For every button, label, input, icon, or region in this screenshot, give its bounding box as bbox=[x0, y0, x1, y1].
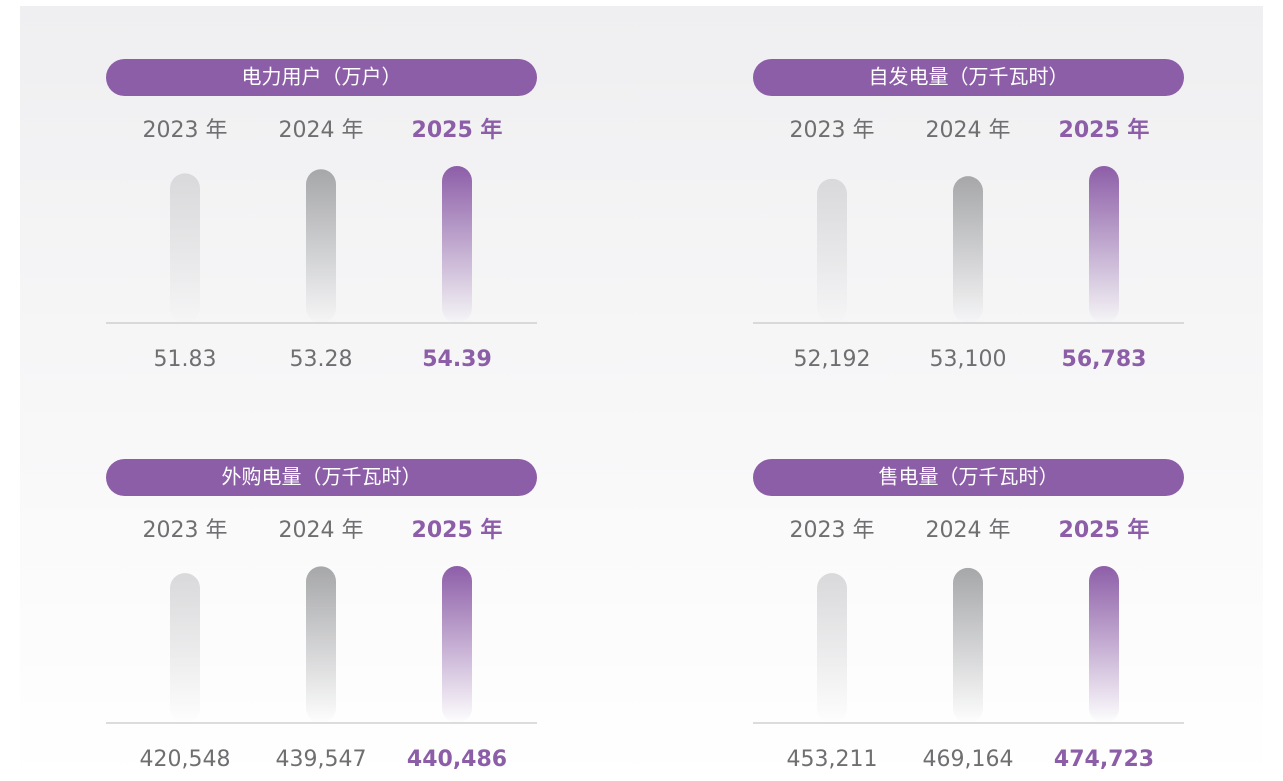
title-pill bbox=[753, 459, 1184, 496]
bar bbox=[306, 169, 336, 323]
value-label: 53,100 bbox=[930, 347, 1007, 372]
category-label: 2023 年 bbox=[790, 518, 875, 543]
category-label: 2025 年 bbox=[1059, 117, 1150, 143]
chart-title: 自发电量（万千瓦时） bbox=[869, 65, 1069, 89]
value-label: 54.39 bbox=[422, 347, 492, 372]
bar bbox=[1089, 566, 1119, 723]
chart-title: 电力用户（万户） bbox=[242, 65, 402, 89]
value-label: 440,486 bbox=[407, 747, 507, 772]
value-label: 474,723 bbox=[1054, 747, 1154, 772]
category-label: 2023 年 bbox=[143, 118, 228, 143]
value-label: 51.83 bbox=[154, 347, 217, 372]
title-pill bbox=[106, 459, 537, 496]
bar bbox=[817, 178, 847, 323]
bar bbox=[953, 176, 983, 323]
chart-title: 外购电量（万千瓦时） bbox=[222, 465, 422, 489]
category-label: 2024 年 bbox=[926, 118, 1011, 143]
chart-title: 售电量（万千瓦时） bbox=[879, 465, 1059, 489]
category-label: 2024 年 bbox=[926, 518, 1011, 543]
category-label: 2023 年 bbox=[143, 518, 228, 543]
bar bbox=[817, 573, 847, 723]
background bbox=[20, 6, 1263, 781]
value-label: 53.28 bbox=[290, 347, 353, 372]
bar bbox=[170, 573, 200, 723]
bar bbox=[953, 567, 983, 723]
title-pill bbox=[106, 59, 537, 96]
value-label: 420,548 bbox=[140, 747, 231, 772]
category-label: 2023 年 bbox=[790, 118, 875, 143]
category-label: 2025 年 bbox=[412, 517, 503, 543]
value-label: 52,192 bbox=[794, 347, 871, 372]
bar bbox=[306, 566, 336, 723]
bar bbox=[1089, 166, 1119, 323]
category-label: 2025 年 bbox=[412, 117, 503, 143]
category-label: 2024 年 bbox=[279, 518, 364, 543]
category-label: 2025 年 bbox=[1059, 517, 1150, 543]
category-label: 2024 年 bbox=[279, 118, 364, 143]
bar bbox=[442, 566, 472, 723]
value-label: 453,211 bbox=[787, 747, 878, 772]
title-pill bbox=[753, 59, 1184, 96]
bar bbox=[442, 166, 472, 323]
bar bbox=[170, 173, 200, 323]
value-label: 439,547 bbox=[276, 747, 367, 772]
value-label: 469,164 bbox=[923, 747, 1014, 772]
value-label: 56,783 bbox=[1062, 347, 1147, 372]
